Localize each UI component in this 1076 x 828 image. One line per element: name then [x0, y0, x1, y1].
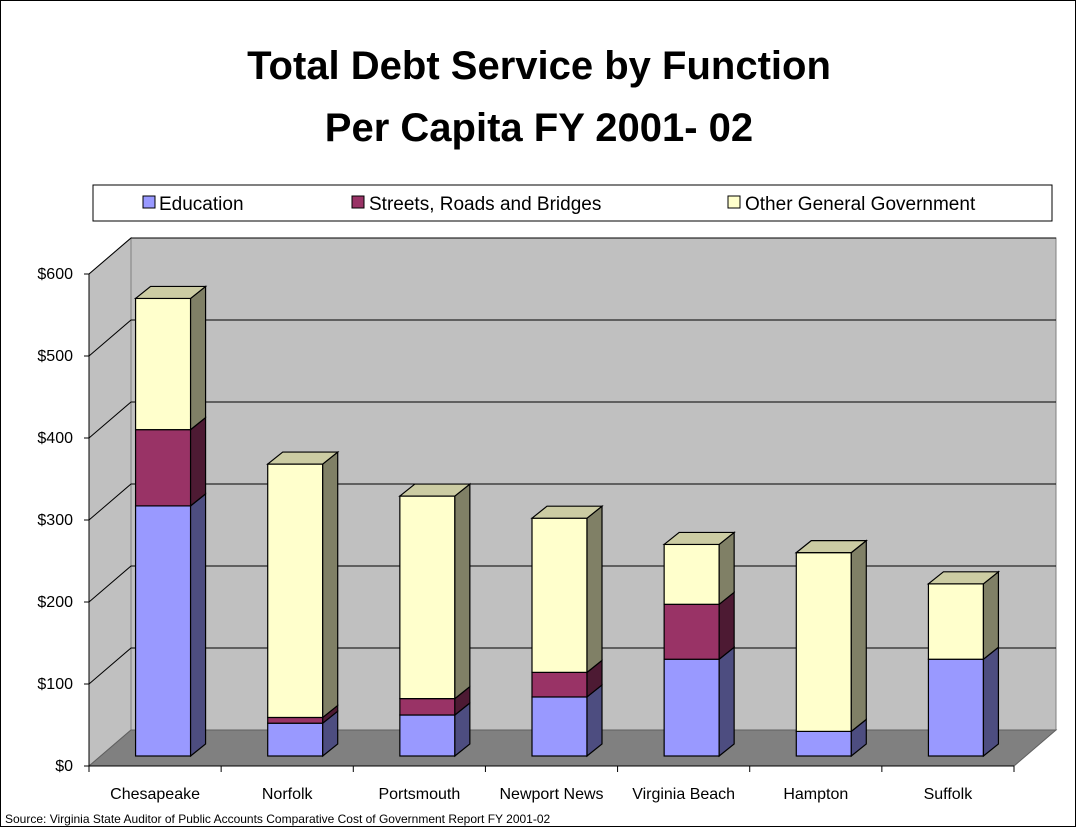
- axes: $0 $100 $200 $300 $400 $500 $600 Chesapeake Norf…: [37, 266, 1015, 803]
- bar-side: [982, 645, 1000, 758]
- bar-segment: [134, 285, 207, 431]
- bar-front: [267, 722, 324, 757]
- bar-segment: [134, 416, 207, 508]
- bar-segment: [927, 645, 1000, 758]
- bar-segment: [399, 482, 471, 700]
- bar-top: [794, 540, 868, 554]
- bar-segment: [134, 492, 207, 758]
- bar-segment: [267, 709, 339, 758]
- bar-front: [399, 697, 456, 716]
- bar-front: [927, 658, 985, 757]
- bar-front: [531, 517, 588, 673]
- y-tick-label: $400: [37, 430, 73, 447]
- y-tick-label: $100: [37, 676, 73, 693]
- gridline: [88, 401, 1056, 439]
- legend-label-other: Other General Government: [745, 194, 976, 215]
- bar-top: [133, 285, 208, 300]
- x-tick-label: Portsmouth: [378, 786, 460, 803]
- x-tick-label: Hampton: [783, 786, 848, 803]
- bar-side: [189, 416, 207, 508]
- bar-top: [266, 451, 340, 465]
- bar-segment: [663, 645, 735, 758]
- bar-front: [663, 658, 720, 757]
- bar-side: [454, 482, 471, 700]
- bar-front: [267, 463, 324, 719]
- bar-segment: [795, 539, 867, 733]
- bar-segment: [531, 504, 603, 674]
- bar-segment: [267, 450, 339, 719]
- bar-front: [134, 297, 192, 431]
- legend-swatch-education: [142, 195, 156, 209]
- source-note: Source: Virginia State Auditor of Public…: [5, 812, 551, 826]
- bar-side: [322, 450, 339, 719]
- bar-front: [795, 730, 852, 757]
- bar-side: [718, 645, 735, 758]
- bars: [133, 285, 1001, 758]
- y-tick-label: $600: [37, 266, 73, 283]
- bar-front: [795, 552, 852, 733]
- bar-side: [586, 504, 603, 674]
- legend-swatch-streets: [351, 195, 365, 209]
- legend-box: [92, 184, 1053, 222]
- bar-front: [663, 603, 720, 660]
- bar-segment: [927, 570, 1000, 661]
- bar-segment: [399, 685, 471, 717]
- bar-side: [189, 285, 207, 431]
- chart-title-line-2: Per Capita FY 2001- 02: [325, 106, 753, 150]
- bar-segment: [531, 683, 603, 758]
- legend-label-streets: Streets, Roads and Bridges: [369, 194, 601, 215]
- bar-segment: [663, 531, 735, 606]
- gridline: [88, 319, 1056, 357]
- legend-label-education: Education: [159, 194, 244, 215]
- gridline: [88, 237, 1056, 275]
- bar-front: [531, 696, 588, 757]
- chart-title-line-1: Total Debt Service by Function: [247, 44, 831, 88]
- bar-front: [134, 505, 192, 757]
- legend: Education Streets, Roads and Bridges Oth…: [92, 184, 1053, 222]
- bar-side: [189, 492, 207, 758]
- bar-side: [850, 539, 867, 733]
- gridline: [88, 647, 1056, 685]
- x-tick-label: Virginia Beach: [632, 786, 735, 803]
- bar-top: [530, 505, 604, 519]
- bar-front: [134, 429, 192, 507]
- y-tick-label: $300: [37, 512, 73, 529]
- y-tick-label: $500: [37, 348, 73, 365]
- bar-segment: [399, 701, 471, 758]
- legend-swatch-other: [727, 195, 741, 209]
- gridline: [88, 565, 1056, 603]
- bar-front: [663, 543, 720, 605]
- x-tick-label: Norfolk: [262, 786, 314, 803]
- y-tick-label: $0: [55, 758, 73, 775]
- x-tick-label: Chesapeake: [110, 786, 200, 803]
- bar-segment: [663, 591, 735, 661]
- bar-front: [267, 716, 324, 724]
- bar-top: [398, 483, 472, 497]
- bar-front: [531, 671, 588, 698]
- bar-front: [399, 714, 456, 757]
- gridline: [88, 483, 1056, 521]
- bar-front: [399, 495, 456, 700]
- bar-top: [926, 571, 1001, 585]
- bar-top: [662, 531, 736, 546]
- bar-front: [927, 583, 985, 660]
- x-tick-label: Suffolk: [924, 786, 974, 803]
- x-tick-label: Newport News: [499, 786, 603, 803]
- y-tick-label: $200: [37, 594, 73, 611]
- bar-side: [982, 570, 1000, 661]
